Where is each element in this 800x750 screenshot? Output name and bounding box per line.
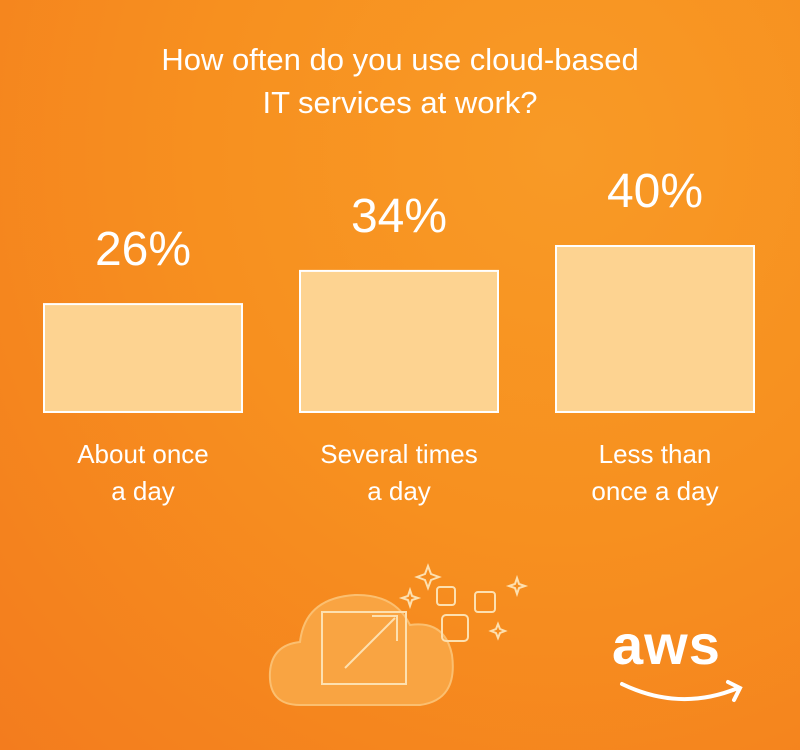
logo-smile (620, 680, 743, 702)
bar (555, 245, 755, 413)
logo: aws (612, 613, 721, 676)
category-label: About once a day (77, 439, 209, 506)
chart-title: How often do you use cloud-based IT serv… (161, 42, 639, 120)
value-label: 34% (350, 189, 448, 243)
value-label: 26% (94, 223, 192, 277)
cloud-icon (268, 563, 529, 706)
value-label: 40% (606, 165, 704, 218)
category-label: Less than once a day (591, 439, 719, 506)
bar (43, 303, 243, 414)
category-label: Several times a day (320, 439, 478, 506)
bar (299, 269, 499, 413)
